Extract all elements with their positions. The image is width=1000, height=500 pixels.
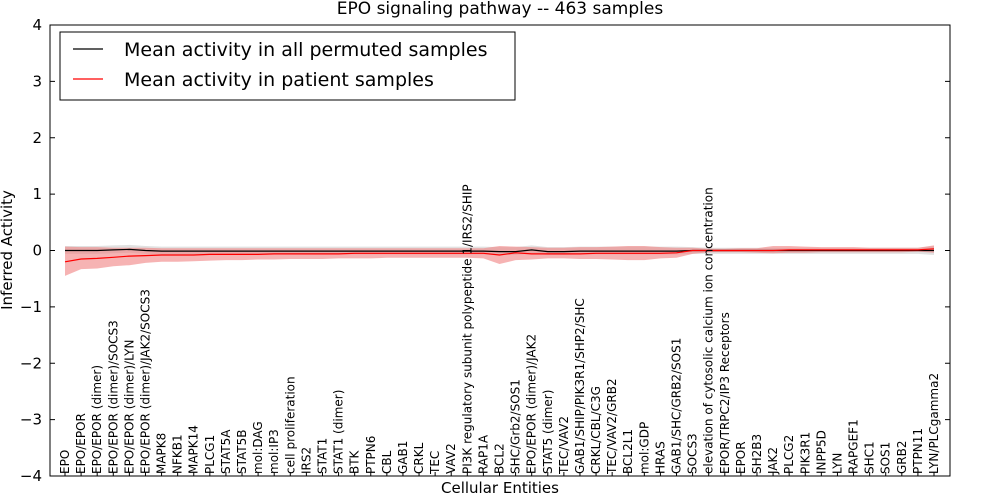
y-tick-label: −4 [20,467,42,485]
legend-label-patient: Mean activity in patient samples [124,69,434,91]
y-tick-label: 0 [32,242,42,260]
x-tick-label: EPO/EPOR (dimer) [90,365,104,474]
x-tick-label: EPO/EPOR (dimer)/JAK2 [525,334,539,474]
x-tick-label: SOS1 [879,442,893,474]
x-tick-label: EPO/EPOR (dimer)/LYN [122,340,136,474]
axis-ticks [50,24,950,477]
series-line-1 [64,248,935,263]
x-tick-label: SOCS3 [686,433,700,474]
x-tick-label: PLCG1 [203,435,217,474]
y-tick-label: −1 [20,298,42,316]
x-tick-label: BCL2L1 [621,429,635,474]
y-tick-label: −2 [20,354,42,372]
y-tick-label: 2 [32,129,42,147]
x-tick-label: CRKL/CBL/C3G [589,386,603,474]
x-tick-label: JAK2 [766,447,780,475]
x-tick-label: PTPN11 [911,428,925,474]
x-tick-label: PI3K regulatory subunit polypeptide 1/IR… [460,184,474,474]
x-tick-label: mol:DAG [251,421,265,474]
x-tick-label: NFKB1 [171,434,185,474]
chart-title: EPO signaling pathway -- 463 samples [337,0,664,19]
legend-label-permuted: Mean activity in all permuted samples [124,39,487,61]
x-tick-label: STAT5A [219,429,233,474]
x-tick-label: CRKL [412,442,426,474]
x-tick-label: PTPN6 [364,436,378,474]
x-tick-label: SHC/Grb2/SOS1 [509,379,523,474]
x-tick-label: MAPK8 [155,433,169,474]
x-tick-label: RAPGEF1 [847,419,861,474]
y-tick-label: 4 [32,16,42,34]
x-tick-label: EPO/EPOR (dimer)/JAK2/SOCS3 [138,289,152,474]
y-tick-label: −3 [20,411,42,429]
x-tick-label: MAPK14 [187,425,201,474]
x-tick-label: GAB1 [396,441,410,474]
x-tick-label: cell proliferation [283,376,297,474]
x-tick-label: TEC/VAV2/GRB2 [605,378,619,475]
x-tick-label: IRS2 [299,447,313,474]
x-tick-label: BCL2 [493,443,507,474]
x-tick-label: CBL [380,450,394,474]
legend-box [59,31,516,101]
x-tick-label: LYN/PLCgamma2 [927,373,941,474]
y-tick-label: 3 [32,72,42,90]
x-tick-label: GAB1/SHC/GRB2/SOS1 [670,338,684,474]
confidence-bands [65,244,934,276]
x-tick-label: PLCG2 [782,435,796,474]
x-tick-label: TEC/VAV2 [557,416,571,475]
x-tick-label: EPO [58,450,72,474]
x-tick-label: EPO/EPOR [74,413,88,474]
x-tick-label: GAB1/SHIP/PIK3R1/SHP2/SHC [573,298,587,474]
series-band-1 [65,245,934,276]
y-axis-label: Inferred Activity [0,190,16,310]
x-tick-label: STAT5B [235,430,249,475]
series-lines [64,248,935,263]
x-tick-label: TEC [428,451,442,475]
x-tick-label: LYN [830,453,844,474]
x-tick-label: SHC1 [863,441,877,474]
x-tick-label: GRB2 [895,440,909,474]
x-tick-label: mol:IP3 [267,429,281,474]
x-tick-label: elevation of cytosolic calcium ion conce… [702,187,716,474]
y-tick-label: 1 [32,185,42,203]
y-tick-labels: −4 −3 −2 −1 0 1 2 3 4 [20,16,42,485]
x-tick-label: EPOR/TRPC2/IP3 Receptors [718,312,732,474]
x-tick-label: BTK [348,449,362,474]
x-tick-label: STAT5 (dimer) [541,390,555,474]
x-tick-label: EPO/EPOR (dimer)/SOCS3 [106,320,120,474]
legend: Mean activity in all permuted samples Me… [59,31,516,101]
x-tick-label: STAT1 (dimer) [332,390,346,474]
x-tick-label: HRAS [653,441,667,474]
x-tick-label: PIK3R1 [798,432,812,474]
x-tick-label: INPP5D [814,430,828,474]
x-tick-label: STAT1 [315,438,329,474]
x-tick-label: EPOR [734,441,748,474]
x-tick-label: RAP1A [476,434,490,474]
x-tick-label: VAV2 [444,443,458,474]
x-tick-labels: EPO EPO/EPOR EPO/EPOR (dimer) EPO/EPOR (dim… [58,184,941,475]
x-tick-label: SH2B3 [750,434,764,474]
x-axis-label: Cellular Entities [441,479,559,497]
x-tick-label: mol:GDP [637,422,651,474]
